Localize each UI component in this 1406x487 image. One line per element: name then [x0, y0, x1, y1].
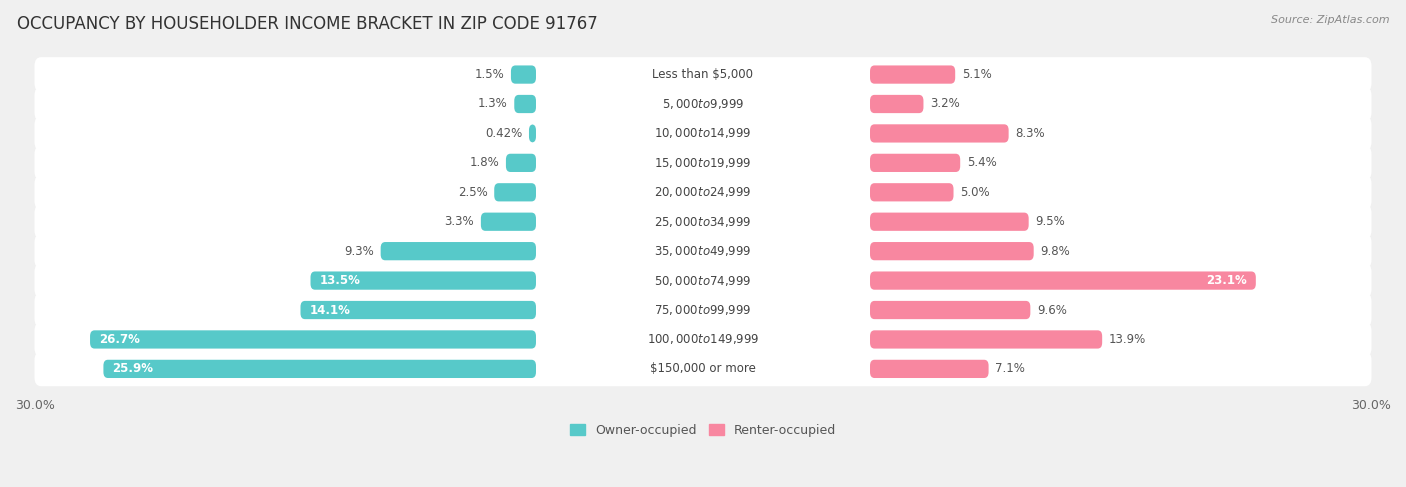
Text: $20,000 to $24,999: $20,000 to $24,999: [654, 185, 752, 199]
FancyBboxPatch shape: [35, 146, 1371, 180]
FancyBboxPatch shape: [870, 213, 1029, 231]
FancyBboxPatch shape: [301, 301, 536, 319]
Text: $25,000 to $34,999: $25,000 to $34,999: [654, 215, 752, 229]
Text: $10,000 to $14,999: $10,000 to $14,999: [654, 127, 752, 140]
Text: $50,000 to $74,999: $50,000 to $74,999: [654, 274, 752, 288]
Text: 1.8%: 1.8%: [470, 156, 499, 169]
FancyBboxPatch shape: [35, 205, 1371, 239]
FancyBboxPatch shape: [506, 154, 536, 172]
Text: 1.3%: 1.3%: [478, 97, 508, 111]
Text: 13.5%: 13.5%: [319, 274, 360, 287]
Legend: Owner-occupied, Renter-occupied: Owner-occupied, Renter-occupied: [565, 419, 841, 442]
FancyBboxPatch shape: [35, 293, 1371, 327]
FancyBboxPatch shape: [870, 271, 1256, 290]
Text: 5.0%: 5.0%: [960, 186, 990, 199]
FancyBboxPatch shape: [35, 116, 1371, 151]
Text: $5,000 to $9,999: $5,000 to $9,999: [662, 97, 744, 111]
Text: $35,000 to $49,999: $35,000 to $49,999: [654, 244, 752, 258]
Text: $75,000 to $99,999: $75,000 to $99,999: [654, 303, 752, 317]
Text: 9.5%: 9.5%: [1035, 215, 1066, 228]
Text: $150,000 or more: $150,000 or more: [650, 362, 756, 375]
Text: $100,000 to $149,999: $100,000 to $149,999: [647, 333, 759, 346]
FancyBboxPatch shape: [35, 175, 1371, 210]
Text: 9.6%: 9.6%: [1038, 303, 1067, 317]
FancyBboxPatch shape: [870, 242, 1033, 260]
Text: 7.1%: 7.1%: [995, 362, 1025, 375]
Text: $15,000 to $19,999: $15,000 to $19,999: [654, 156, 752, 170]
FancyBboxPatch shape: [35, 352, 1371, 386]
FancyBboxPatch shape: [870, 65, 955, 84]
FancyBboxPatch shape: [515, 95, 536, 113]
Text: Less than $5,000: Less than $5,000: [652, 68, 754, 81]
Text: 13.9%: 13.9%: [1109, 333, 1146, 346]
Text: 0.42%: 0.42%: [485, 127, 522, 140]
Text: OCCUPANCY BY HOUSEHOLDER INCOME BRACKET IN ZIP CODE 91767: OCCUPANCY BY HOUSEHOLDER INCOME BRACKET …: [17, 15, 598, 33]
FancyBboxPatch shape: [104, 360, 536, 378]
Text: 5.4%: 5.4%: [967, 156, 997, 169]
Text: 1.5%: 1.5%: [474, 68, 505, 81]
FancyBboxPatch shape: [35, 322, 1371, 357]
FancyBboxPatch shape: [35, 87, 1371, 121]
Text: 3.3%: 3.3%: [444, 215, 474, 228]
FancyBboxPatch shape: [90, 330, 536, 349]
Text: 8.3%: 8.3%: [1015, 127, 1045, 140]
Text: Source: ZipAtlas.com: Source: ZipAtlas.com: [1271, 15, 1389, 25]
FancyBboxPatch shape: [381, 242, 536, 260]
FancyBboxPatch shape: [870, 154, 960, 172]
FancyBboxPatch shape: [870, 360, 988, 378]
FancyBboxPatch shape: [870, 183, 953, 202]
FancyBboxPatch shape: [311, 271, 536, 290]
Text: 9.8%: 9.8%: [1040, 244, 1070, 258]
Text: 23.1%: 23.1%: [1206, 274, 1247, 287]
FancyBboxPatch shape: [870, 301, 1031, 319]
Text: 5.1%: 5.1%: [962, 68, 991, 81]
FancyBboxPatch shape: [481, 213, 536, 231]
Text: 26.7%: 26.7%: [98, 333, 139, 346]
FancyBboxPatch shape: [35, 263, 1371, 298]
FancyBboxPatch shape: [870, 330, 1102, 349]
Text: 14.1%: 14.1%: [309, 303, 350, 317]
FancyBboxPatch shape: [35, 57, 1371, 92]
FancyBboxPatch shape: [35, 234, 1371, 268]
Text: 2.5%: 2.5%: [458, 186, 488, 199]
FancyBboxPatch shape: [870, 95, 924, 113]
Text: 3.2%: 3.2%: [931, 97, 960, 111]
FancyBboxPatch shape: [510, 65, 536, 84]
FancyBboxPatch shape: [495, 183, 536, 202]
Text: 25.9%: 25.9%: [112, 362, 153, 375]
FancyBboxPatch shape: [529, 124, 536, 143]
Text: 9.3%: 9.3%: [344, 244, 374, 258]
FancyBboxPatch shape: [870, 124, 1008, 143]
